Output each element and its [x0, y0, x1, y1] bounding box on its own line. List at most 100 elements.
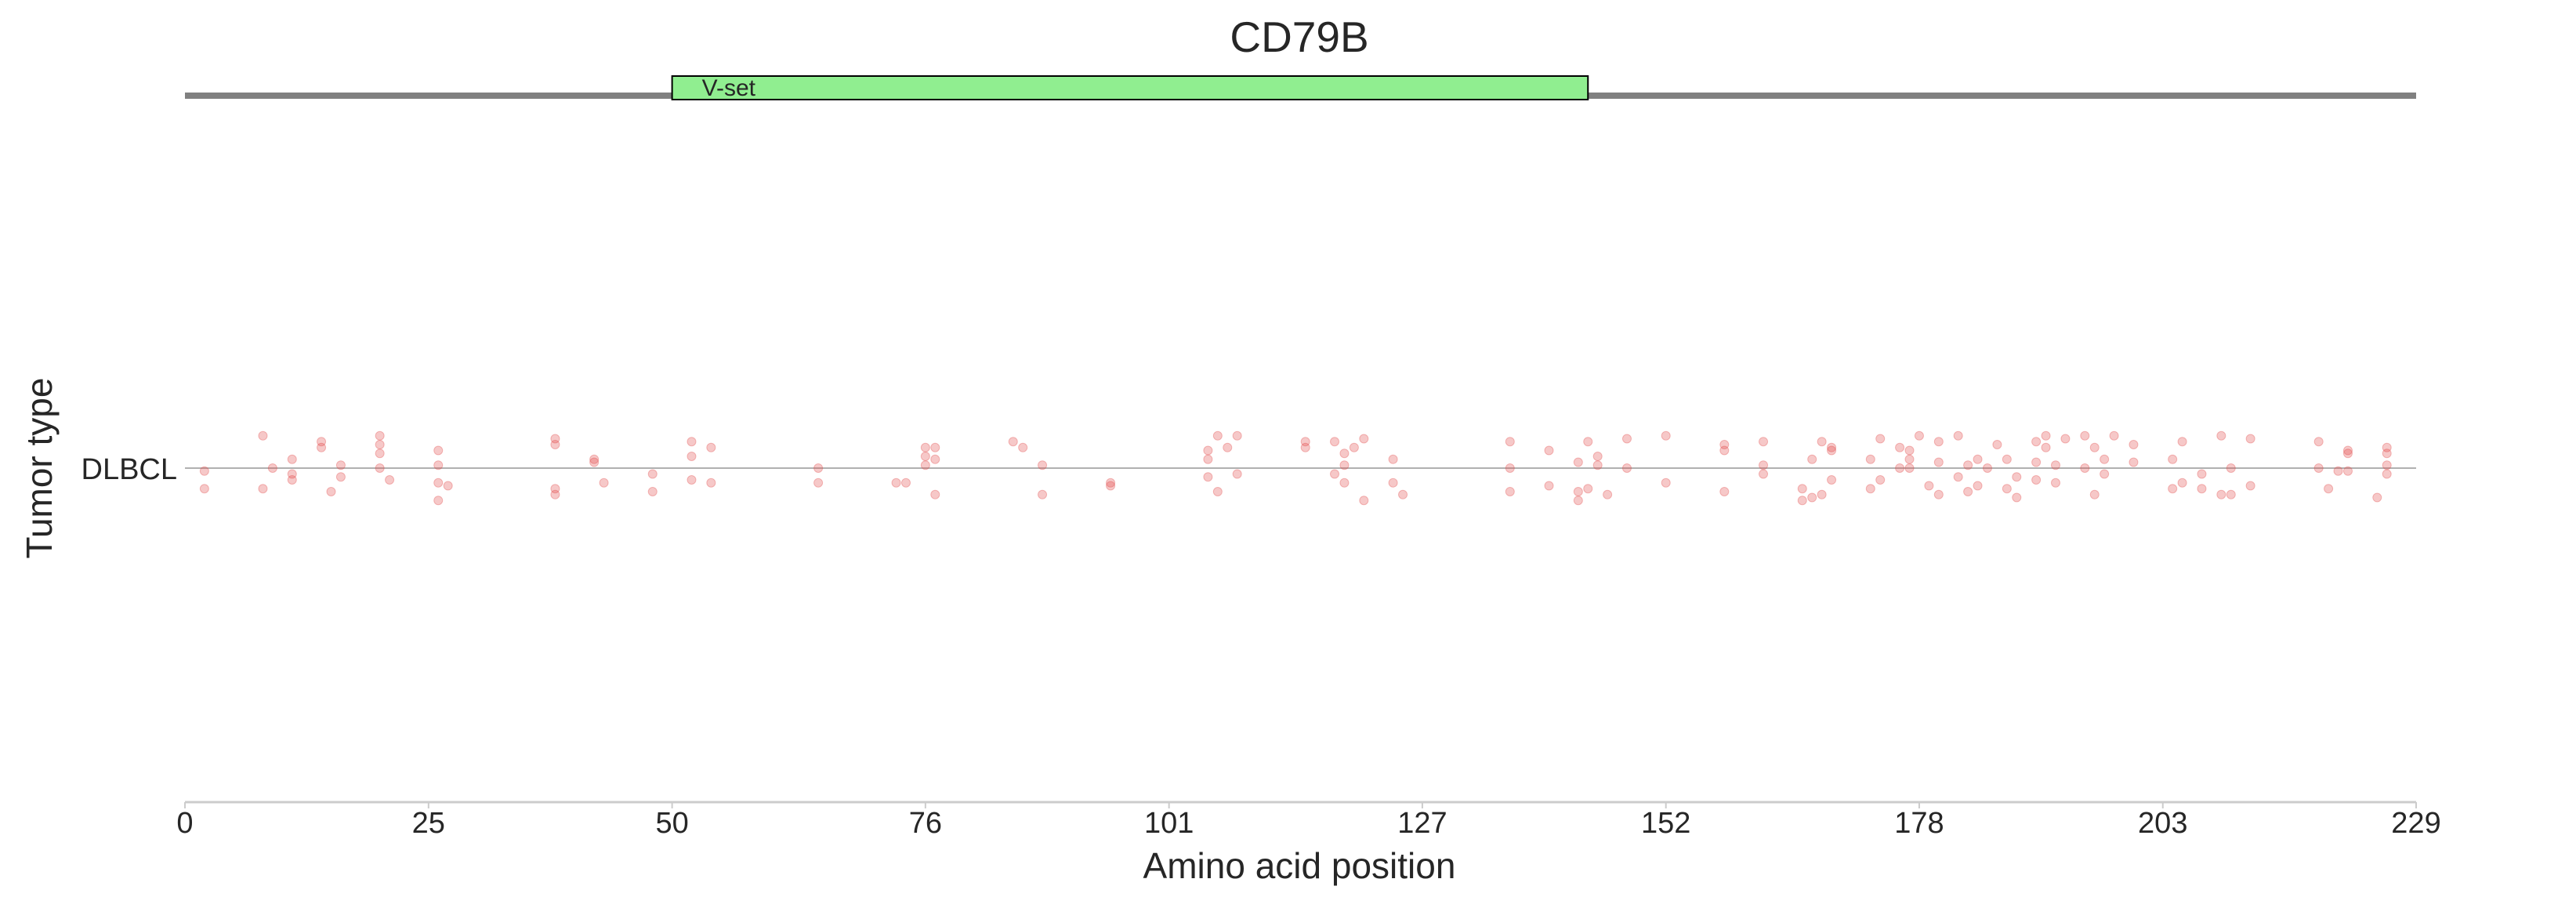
mutation-point	[1339, 460, 1350, 470]
mutation-point	[1223, 442, 1233, 452]
mutation-point	[2168, 454, 2178, 464]
mutation-point	[1797, 496, 1807, 506]
mutation-point	[920, 442, 930, 452]
mutation-point	[1398, 489, 1408, 499]
mutation-point	[2245, 434, 2255, 444]
mutation-point	[1018, 442, 1028, 452]
mutation-point	[1797, 484, 1807, 494]
x-axis-label: Amino acid position	[1143, 845, 1456, 886]
mutation-point	[1807, 492, 1817, 503]
mutation-point	[375, 430, 385, 441]
mutation-point	[1933, 457, 1944, 467]
mutation-point	[1827, 475, 1837, 485]
mutation-point	[687, 437, 697, 447]
mutation-point	[2342, 449, 2353, 459]
mutation-point	[1203, 472, 1213, 482]
mutation-point	[375, 463, 385, 473]
mutation-point	[433, 445, 444, 456]
mutation-point	[1212, 487, 1223, 496]
mutation-point	[2031, 457, 2042, 467]
mutation-point	[687, 452, 697, 461]
mutation-point	[2129, 440, 2139, 449]
mutation-point	[2382, 460, 2392, 470]
mutation-point	[385, 475, 395, 485]
mutation-point	[1300, 442, 1310, 452]
mutation-point	[443, 481, 453, 491]
mutation-point	[375, 440, 385, 449]
mutation-point	[2100, 469, 2110, 479]
chart-title: CD79B	[1230, 13, 1368, 61]
mutation-point	[1895, 463, 1905, 473]
mutation-point	[1924, 481, 1934, 491]
mutation-point	[1232, 430, 1242, 441]
mutation-point	[433, 496, 444, 506]
x-axis-ticks: 0 25 50 76 101 127 152 178 203 229	[176, 802, 2441, 840]
mutation-point	[1963, 460, 1973, 470]
mutation-point	[258, 484, 268, 494]
mutation-point	[1875, 475, 1886, 485]
mutation-point	[1008, 437, 1018, 447]
mutation-point	[2342, 445, 2353, 456]
mutation-point	[1339, 449, 1350, 459]
mutation-point	[2012, 472, 2022, 482]
mutation-point	[1359, 496, 1369, 506]
mutation-point	[920, 460, 930, 470]
mutation-point	[2031, 437, 2042, 447]
mutation-point	[1817, 437, 1827, 447]
mutation-point	[647, 487, 658, 496]
mutation-point	[589, 454, 600, 464]
mutation-point	[1982, 463, 1992, 473]
mutation-point	[2109, 430, 2119, 441]
mutation-point	[1759, 460, 1769, 470]
mutation-point	[375, 449, 385, 459]
mutation-point	[2342, 466, 2353, 476]
mutation-point	[433, 478, 444, 488]
mutation-point	[1388, 454, 1398, 464]
mutation-point	[2168, 484, 2178, 494]
mutation-point	[335, 460, 346, 470]
mutation-point	[2051, 460, 2061, 470]
y-tick-label-dlbcl: DLBCL	[82, 453, 178, 486]
mutation-point	[1865, 454, 1875, 464]
mutation-point	[1953, 472, 1963, 482]
mutation-point	[589, 457, 600, 467]
mutation-point	[267, 463, 277, 473]
mutation-point	[1953, 430, 1963, 441]
mutation-point	[1875, 434, 1886, 444]
mutation-point	[1505, 487, 1515, 496]
mutation-point	[1963, 487, 1973, 496]
mutation-point	[2041, 430, 2051, 441]
mutation-point	[2089, 442, 2100, 452]
mutation-point	[1339, 478, 1350, 488]
mutation-point	[1544, 445, 1554, 456]
mutation-point	[1933, 489, 1944, 499]
mutation-point	[1661, 430, 1671, 441]
mutation-point	[2333, 466, 2343, 476]
mutation-point	[287, 475, 297, 485]
mutation-point	[1759, 469, 1769, 479]
mutation-point	[2100, 454, 2110, 464]
mutation-point	[326, 487, 336, 496]
x-tick-label: 0	[176, 807, 193, 840]
mutation-point	[1573, 496, 1583, 506]
mutation-point	[1583, 484, 1593, 494]
mutation-point	[1505, 463, 1515, 473]
mutation-point	[2197, 469, 2207, 479]
mutation-point	[1827, 445, 1837, 456]
mutation-point	[317, 437, 327, 447]
mutation-point	[2177, 478, 2187, 488]
mutation-point	[1330, 469, 1340, 479]
mutation-point	[1232, 469, 1242, 479]
x-tick-label: 127	[1397, 807, 1447, 840]
mutation-point	[891, 478, 901, 488]
mutation-point	[2080, 430, 2090, 441]
mutation-point	[287, 469, 297, 479]
mutation-point	[2002, 484, 2012, 494]
mutation-point	[2216, 430, 2226, 441]
mutation-point	[550, 440, 560, 449]
mutation-point	[1933, 437, 1944, 447]
protein-track: V-set	[185, 75, 2416, 101]
mutation-point	[2002, 454, 2012, 464]
mutation-point	[2197, 484, 2207, 494]
x-tick-label: 229	[2391, 807, 2440, 840]
